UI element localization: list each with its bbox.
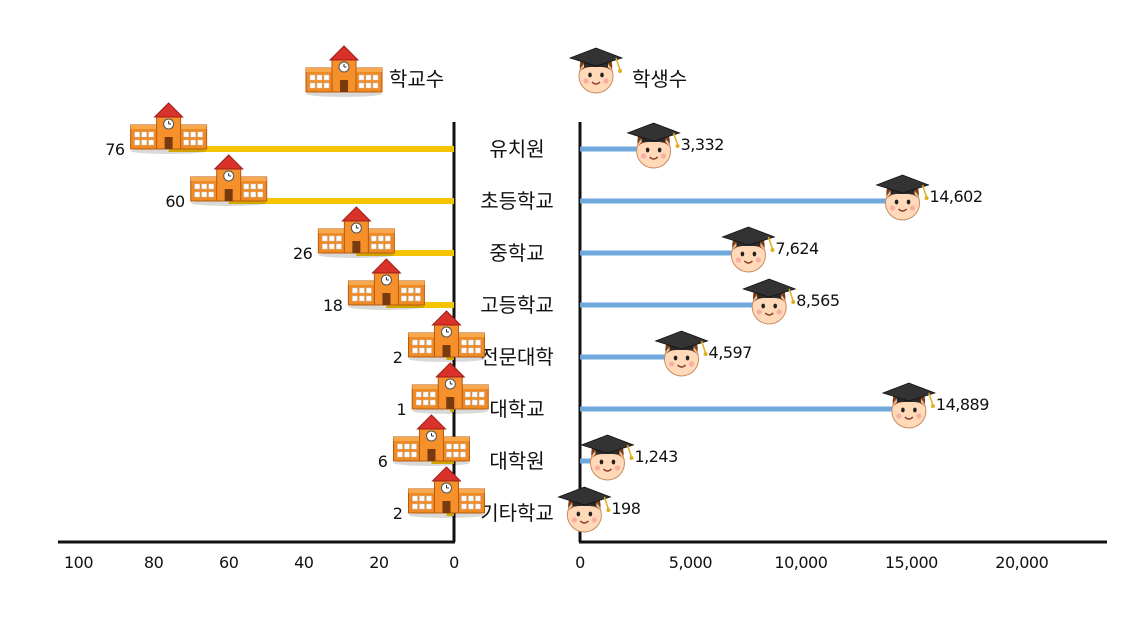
graduate-face-icon: [721, 226, 776, 273]
right-axis-tick-label: 10,000: [774, 553, 827, 572]
graduate-face-icon: [882, 382, 936, 429]
right-axis-tick-label: 5,000: [669, 553, 713, 572]
legend: 학교수 학생수: [305, 45, 687, 98]
left-axis-tick-label: 40: [294, 553, 314, 572]
right-axis-tick-label: 20,000: [995, 553, 1048, 572]
schools-value-label: 26: [293, 244, 313, 263]
schools-value-label: 60: [165, 192, 185, 211]
students-value-label: 8,565: [796, 291, 839, 310]
students-value-label: 3,332: [681, 135, 724, 154]
category-label: 대학원: [489, 449, 544, 473]
students-value-label: 198: [611, 499, 640, 518]
graduate-face-icon: [742, 278, 796, 325]
students-value-label: 14,602: [930, 187, 983, 206]
category-label: 유치원: [489, 137, 544, 161]
category-label: 고등학교: [480, 293, 554, 317]
schools-value-label: 1: [397, 400, 407, 419]
right-axis-tick-label: 15,000: [885, 553, 938, 572]
students-value-label: 4,597: [709, 343, 752, 362]
schools-value-label: 6: [378, 452, 388, 471]
graduate-face-icon: [557, 486, 612, 533]
students-value-label: 7,624: [775, 239, 819, 258]
category-label: 대학교: [489, 397, 544, 421]
legend-schools-label: 학교수: [389, 67, 444, 91]
category-label: 초등학교: [480, 189, 554, 213]
schools-value-label: 76: [105, 140, 125, 159]
school-building-icon: [317, 206, 395, 259]
legend-students-label: 학생수: [632, 67, 687, 91]
school-building-icon: [411, 362, 489, 415]
chart-marks: 0 20 40 60 80 100 0 5,000 10,000 15,000 20,000 유치원 7…: [58, 102, 1107, 572]
graduate-face-icon: [654, 330, 709, 377]
school-building-icon: [347, 258, 425, 311]
school-building-icon: [130, 102, 208, 155]
legend-school-building-icon: [305, 45, 383, 98]
graduate-face-icon: [875, 174, 930, 221]
right-axis-tick-label: 0: [575, 553, 585, 572]
schools-value-label: 2: [393, 348, 403, 367]
school-building-icon: [407, 310, 485, 363]
category-label: 기타학교: [480, 501, 554, 525]
category-label: 중학교: [489, 241, 544, 265]
students-value-label: 1,243: [634, 447, 677, 466]
school-building-icon: [190, 154, 268, 207]
category-label: 전문대학: [480, 345, 554, 369]
left-axis-tick-label: 20: [369, 553, 389, 572]
school-building-icon: [407, 466, 485, 519]
graduate-face-icon: [626, 122, 681, 169]
left-axis-tick-label: 60: [219, 553, 239, 572]
left-axis-tick-label: 80: [144, 553, 164, 572]
graduate-face-icon: [580, 434, 635, 481]
left-axis-tick-label: 0: [449, 553, 459, 572]
school-building-icon: [392, 414, 470, 467]
schools-value-label: 2: [393, 504, 403, 523]
legend-graduate-face-icon: [569, 47, 623, 94]
schools-value-label: 18: [323, 296, 343, 315]
students-value-label: 14,889: [936, 395, 989, 414]
left-axis-tick-label: 100: [64, 553, 93, 572]
